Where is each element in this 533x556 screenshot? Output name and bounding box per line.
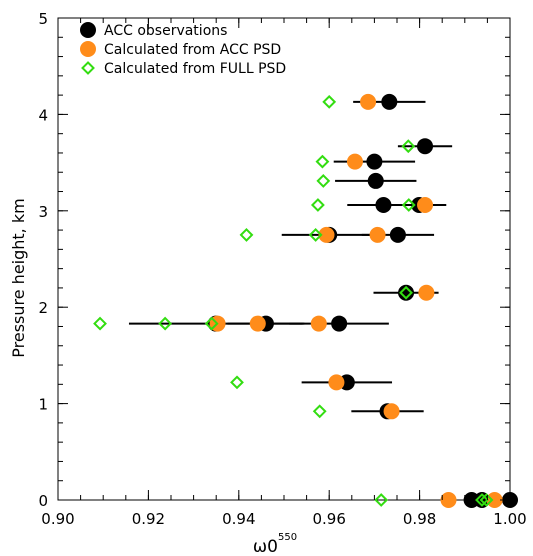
- y-tick-label: 1: [38, 396, 48, 414]
- data-point: [158, 316, 173, 331]
- data-point: [310, 315, 327, 332]
- data-point: [389, 226, 406, 243]
- data-point: [308, 227, 323, 242]
- y-tick-label: 3: [38, 203, 48, 221]
- x-axis-label-symbol: ω0: [253, 537, 278, 556]
- x-tick-label: 0.94: [222, 510, 255, 528]
- data-point: [249, 315, 266, 332]
- data-point: [331, 315, 348, 332]
- x-tick-label: 0.96: [312, 510, 345, 528]
- y-tick-label: 5: [38, 10, 48, 28]
- plot-frame: [57, 17, 511, 501]
- legend-marker: [81, 61, 95, 75]
- data-point: [93, 316, 107, 331]
- x-axis-label: ω0550: [253, 532, 297, 556]
- data-point: [440, 492, 457, 508]
- plot-border: [57, 17, 511, 501]
- data-point: [381, 93, 398, 110]
- x-tick-label: 1.00: [493, 510, 526, 528]
- data-point: [401, 198, 416, 212]
- data-point: [418, 284, 435, 301]
- x-tick-label: 0.92: [132, 510, 165, 528]
- data-point: [375, 197, 392, 214]
- data-point: [417, 197, 434, 214]
- data-point: [322, 94, 337, 109]
- data-point: [374, 493, 389, 507]
- data-point: [230, 375, 244, 390]
- y-tick-label: 0: [38, 492, 48, 510]
- data-point: [401, 139, 416, 154]
- y-tick-label: 2: [38, 299, 48, 317]
- data-point: [479, 493, 494, 507]
- data-point: [318, 226, 335, 243]
- data-point: [398, 284, 415, 301]
- legend-label: Calculated from FULL PSD: [104, 61, 286, 77]
- data-point: [239, 227, 254, 242]
- data-point: [360, 93, 377, 110]
- data-point: [346, 153, 363, 170]
- data-point: [383, 403, 400, 420]
- data-point: [367, 172, 384, 189]
- x-axis-label-superscript: 550: [278, 532, 297, 543]
- y-tick-label: 4: [38, 106, 48, 124]
- y-axis: 0 1 2 3 4 5: [38, 10, 510, 510]
- x-tick-label: 0.90: [41, 510, 74, 528]
- data-point: [366, 153, 383, 170]
- x-tick-label: 0.98: [403, 510, 436, 528]
- data-point: [328, 374, 345, 391]
- data-point: [486, 492, 503, 508]
- data-point: [312, 404, 327, 419]
- data-point: [417, 138, 434, 155]
- data-point: [369, 226, 386, 243]
- legend-label: Calculated from ACC PSD: [104, 42, 281, 58]
- y-axis-label: Pressure height, km: [9, 198, 28, 357]
- legend: ACC observations Calculated from ACC PSD C…: [80, 22, 286, 77]
- data-point: [310, 198, 325, 212]
- legend-label: ACC observations: [104, 23, 227, 39]
- legend-marker: [80, 41, 96, 57]
- data-markers: [93, 93, 518, 508]
- legend-marker: [80, 22, 96, 38]
- data-point: [399, 285, 413, 300]
- data-point: [316, 174, 331, 188]
- data-point: [204, 316, 219, 331]
- data-point: [475, 493, 489, 507]
- data-point: [315, 154, 330, 169]
- x-axis: 0.90 0.92 0.94 0.96 0.98 1.00: [41, 18, 527, 528]
